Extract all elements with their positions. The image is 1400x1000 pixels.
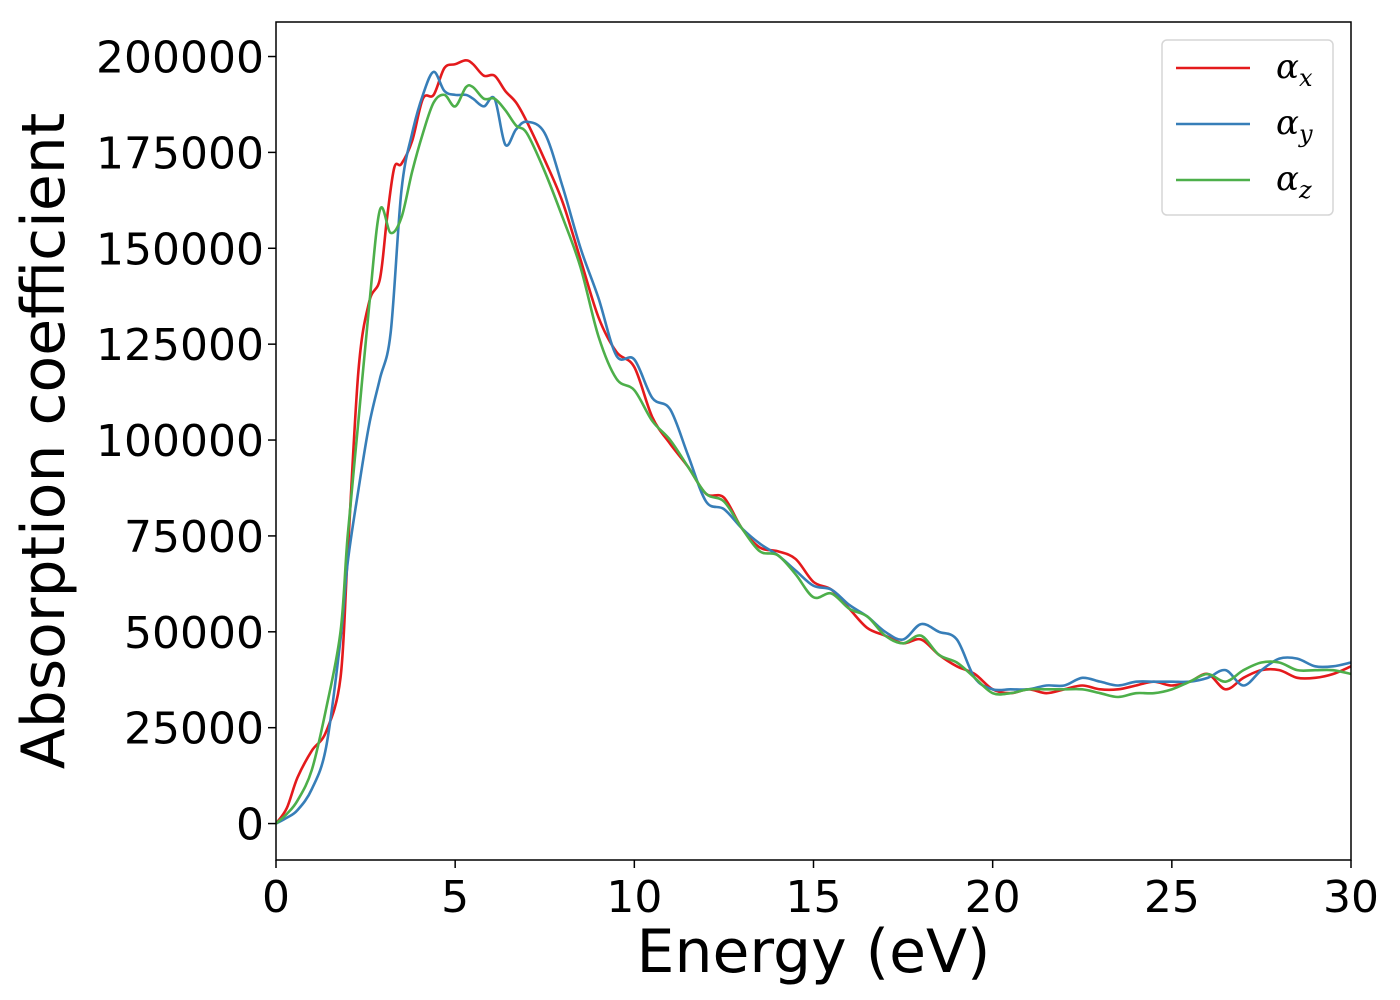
series-line-z	[276, 83, 1351, 825]
y-tick-label: 200000	[96, 33, 264, 84]
y-tick-label: 50000	[124, 608, 264, 659]
y-tick-label: 175000	[96, 128, 264, 179]
legend-label-x: αx	[1276, 47, 1313, 92]
series-layer	[276, 59, 1351, 825]
legend-label-z: αz	[1276, 159, 1312, 204]
x-axis-label: Energy (eV)	[637, 917, 991, 987]
x-tick-label: 30	[1323, 872, 1379, 923]
legend-box	[1161, 39, 1334, 216]
y-axis: 0 25000 50000 75000 100000 125000 150000 175000…	[96, 33, 276, 851]
y-tick-label: 25000	[124, 704, 264, 755]
x-tick-label: 20	[965, 872, 1021, 923]
legend: αx αy αz	[1161, 39, 1334, 216]
series-line-x	[276, 59, 1351, 825]
x-tick-label: 10	[606, 872, 662, 923]
x-tick-label: 15	[786, 872, 842, 923]
y-tick-label: 100000	[96, 416, 264, 467]
x-tick-label: 0	[262, 872, 290, 923]
x-axis: 0 5 10 15 20 25 30	[262, 860, 1379, 923]
series-line-y	[276, 70, 1351, 825]
x-tick-label: 5	[441, 872, 469, 923]
y-tick-label: 125000	[96, 320, 264, 371]
x-tick-label: 25	[1144, 872, 1200, 923]
y-axis-label: Absorption coefficient	[9, 113, 79, 770]
y-tick-label: 0	[236, 800, 264, 851]
y-tick-label: 75000	[124, 512, 264, 563]
legend-label-y: αy	[1276, 103, 1313, 148]
y-tick-label: 150000	[96, 224, 264, 275]
